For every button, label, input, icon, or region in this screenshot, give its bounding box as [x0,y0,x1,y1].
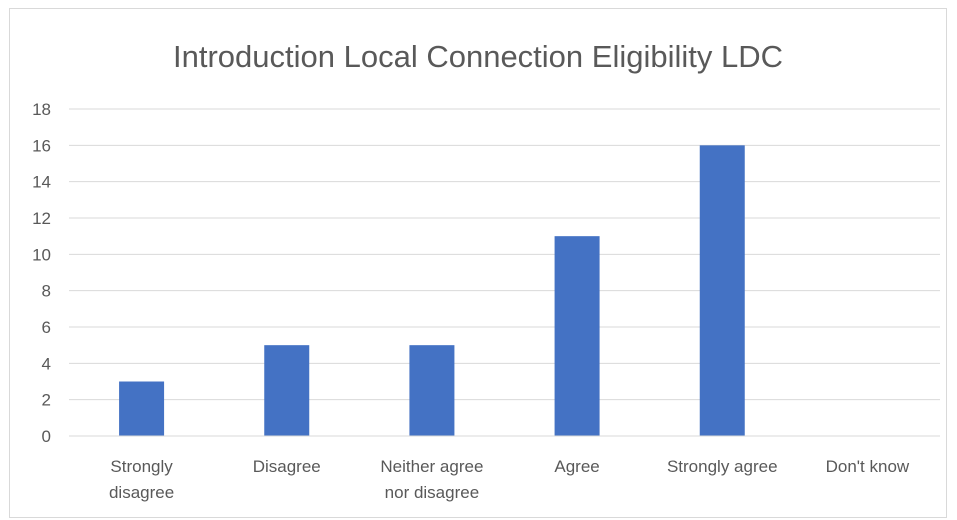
bar [119,381,165,436]
x-tick-label: Strongly agree [667,457,778,476]
bars [119,145,745,437]
bar [699,145,745,437]
gridlines [69,108,940,401]
bar [554,236,600,436]
y-tick-label: 12 [32,209,51,228]
x-axis-labels: Strongly disagree Disagree Neither agree nor… [109,457,910,502]
y-tick-label: 8 [42,282,51,301]
y-tick-label: 2 [42,391,51,410]
y-axis-ticks: 0 2 4 6 8 10 12 14 16 18 [32,100,51,446]
y-tick-label: 6 [42,318,51,337]
y-tick-label: 18 [32,100,51,119]
chart-title: Introduction Local Connection Eligibilit… [173,39,783,74]
x-tick-label: Neither agree nor disagree [380,457,483,502]
x-tick-label: Disagree [253,457,321,476]
x-tick-label: Agree [554,457,599,476]
y-tick-label: 0 [42,427,51,446]
x-tick-label: Don't know [826,457,910,476]
y-tick-label: 4 [42,354,51,373]
y-tick-label: 10 [32,245,51,264]
y-tick-label: 16 [32,136,51,155]
x-tick-label: Strongly disagree [109,457,174,502]
y-tick-label: 14 [32,173,51,192]
chart-frame [9,8,947,518]
bar [264,345,310,436]
bar [409,345,455,436]
